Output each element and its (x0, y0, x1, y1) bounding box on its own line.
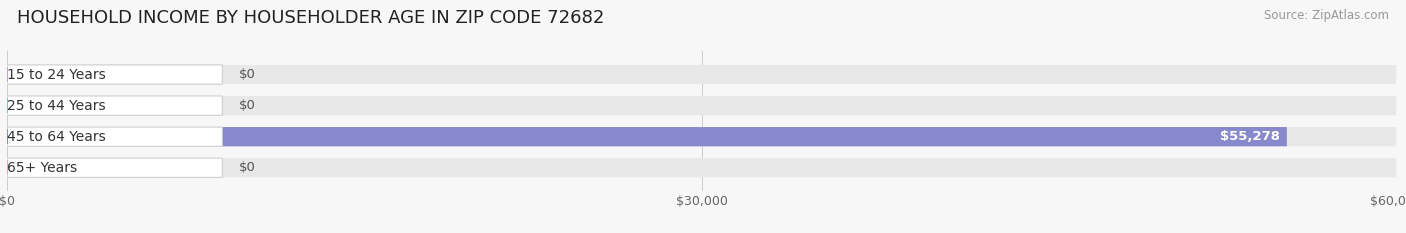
Text: 45 to 64 Years: 45 to 64 Years (7, 130, 105, 144)
FancyBboxPatch shape (7, 158, 1396, 177)
Text: $0: $0 (239, 161, 256, 174)
FancyBboxPatch shape (7, 65, 222, 84)
FancyBboxPatch shape (7, 127, 1396, 146)
FancyBboxPatch shape (7, 158, 222, 177)
FancyBboxPatch shape (7, 158, 222, 177)
Text: Source: ZipAtlas.com: Source: ZipAtlas.com (1264, 9, 1389, 22)
Text: 25 to 44 Years: 25 to 44 Years (7, 99, 105, 113)
FancyBboxPatch shape (7, 65, 222, 84)
Text: $55,278: $55,278 (1220, 130, 1279, 143)
Text: HOUSEHOLD INCOME BY HOUSEHOLDER AGE IN ZIP CODE 72682: HOUSEHOLD INCOME BY HOUSEHOLDER AGE IN Z… (17, 9, 605, 27)
Text: 65+ Years: 65+ Years (7, 161, 77, 175)
FancyBboxPatch shape (7, 96, 222, 115)
FancyBboxPatch shape (7, 127, 1286, 146)
Text: $0: $0 (239, 68, 256, 81)
FancyBboxPatch shape (7, 96, 222, 115)
FancyBboxPatch shape (7, 127, 222, 146)
FancyBboxPatch shape (7, 96, 1396, 115)
FancyBboxPatch shape (7, 65, 1396, 84)
Text: 15 to 24 Years: 15 to 24 Years (7, 68, 105, 82)
Text: $0: $0 (239, 99, 256, 112)
